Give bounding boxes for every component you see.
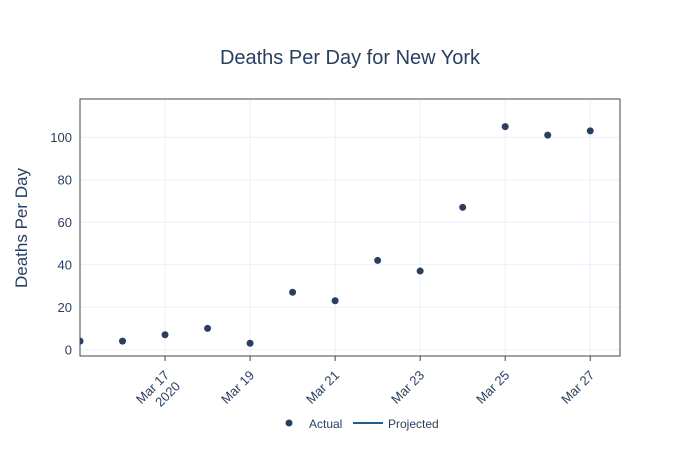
data-point	[246, 339, 254, 347]
legend: Actual Projected	[285, 417, 439, 431]
x-tick-label: Mar 19	[218, 368, 257, 407]
data-point	[161, 331, 169, 339]
chart-title: Deaths Per Day for New York	[220, 47, 481, 69]
data-point	[501, 123, 509, 131]
data-point	[80, 337, 84, 345]
y-tick-label: 0	[65, 343, 72, 358]
x-tick-label: Mar 23	[388, 368, 427, 407]
y-tick-label: 60	[58, 215, 72, 230]
data-point	[119, 337, 127, 345]
legend-label-projected: Projected	[388, 417, 439, 431]
x-tick-label: Mar 25	[473, 368, 512, 407]
y-axis-label: Deaths Per Day	[12, 168, 31, 288]
plot-frame	[79, 98, 621, 357]
legend-marker-actual	[285, 419, 293, 427]
y-axis: 0 20 40 60 80 100	[50, 130, 72, 357]
data-point	[544, 131, 552, 139]
data-point	[459, 203, 467, 211]
actual-series	[80, 123, 594, 347]
data-point	[416, 267, 424, 275]
grid	[80, 99, 620, 356]
data-point	[204, 324, 212, 332]
y-tick-label: 100	[50, 130, 72, 145]
legend-label-actual: Actual	[309, 417, 342, 431]
x-tick-label: Mar 21	[303, 368, 342, 407]
y-tick-label: 20	[58, 300, 72, 315]
data-point	[331, 297, 339, 305]
data-point	[289, 288, 297, 296]
data-point	[374, 256, 382, 264]
x-tick-label: Mar 27	[558, 368, 597, 407]
y-tick-label: 40	[58, 258, 72, 273]
data-point	[586, 127, 594, 135]
y-tick-label: 80	[58, 173, 72, 188]
